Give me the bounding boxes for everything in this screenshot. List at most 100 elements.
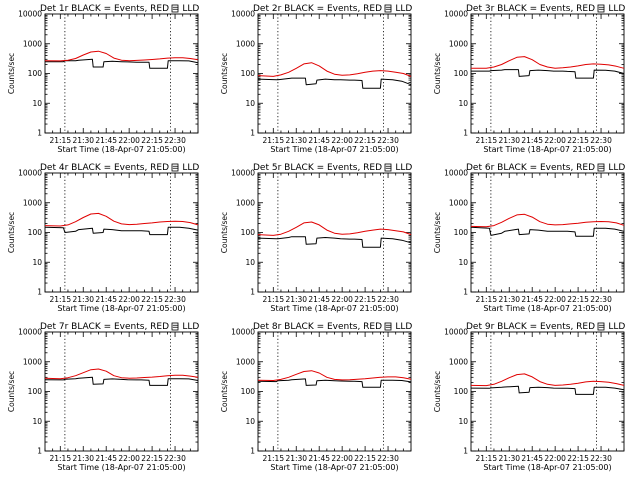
x-axis-label: Start Time (18-Apr-07 21:05:00) — [483, 145, 611, 154]
x-tick-label: 22:30 — [164, 295, 186, 304]
marker-box — [597, 163, 605, 172]
y-tick-label: 10 — [32, 99, 42, 108]
marker-box — [597, 322, 605, 331]
x-tick-label: 21:45 — [95, 295, 117, 304]
plot-frame — [257, 172, 412, 293]
chart-title: Det 8r BLACK = Events, RED = LLD — [253, 322, 412, 332]
x-tick-label: 21:45 — [308, 295, 330, 304]
x-tick-label: 22:15 — [567, 454, 589, 463]
x-tick-label: 22:00 — [331, 295, 353, 304]
y-tick-label: 1000 — [449, 357, 468, 366]
series-line-events — [470, 226, 625, 237]
chart-panel-5: Det 5r BLACK = Events, RED = LLD 1 10 100 10… — [220, 163, 412, 313]
series-line-events — [44, 376, 199, 386]
x-tick-label: 21:30 — [285, 454, 307, 463]
y-tick-label: 1000 — [449, 39, 468, 48]
y-axis-label: Counts/sec — [220, 53, 229, 94]
series-line-events — [257, 236, 412, 248]
x-tick-label: 22:30 — [590, 136, 612, 145]
y-tick-label: 1 — [37, 447, 42, 456]
plot-frame — [44, 331, 199, 452]
plot-frame — [257, 13, 412, 134]
y-tick-label: 100 — [454, 69, 469, 78]
chart-title: Det 6r BLACK = Events, RED = LLD — [466, 163, 625, 173]
y-tick-label: 10 — [245, 258, 255, 267]
y-axis-label: Counts/sec — [7, 212, 16, 253]
x-tick-label: 22:30 — [164, 136, 186, 145]
x-axis-label: Start Time (18-Apr-07 21:05:00) — [270, 463, 398, 472]
y-tick-label: 1000 — [23, 357, 42, 366]
y-tick-label: 1 — [463, 288, 468, 297]
marker-box — [384, 4, 392, 13]
y-tick-label: 100 — [28, 228, 43, 237]
x-tick-label: 22:30 — [377, 295, 399, 304]
chart-title: Det 2r BLACK = Events, RED = LLD — [253, 4, 412, 14]
y-axis-label: Counts/sec — [220, 212, 229, 253]
x-tick-label: 22:00 — [118, 295, 140, 304]
x-tick-label: 21:30 — [72, 295, 94, 304]
chart-panel-7: Det 7r BLACK = Events, RED = LLD 1 10 100 10… — [7, 322, 199, 472]
plot-frame — [470, 13, 625, 134]
chart-title: Det 9r BLACK = Events, RED = LLD — [466, 322, 625, 332]
y-axis-label: Counts/sec — [220, 371, 229, 412]
plot-frame — [470, 172, 625, 293]
y-tick-label: 1 — [250, 129, 255, 138]
x-tick-label: 22:00 — [544, 454, 566, 463]
x-axis-label: Start Time (18-Apr-07 21:05:00) — [483, 463, 611, 472]
marker-box — [384, 322, 392, 331]
x-tick-label: 22:15 — [354, 454, 376, 463]
y-tick-label: 10000 — [18, 169, 42, 178]
y-axis-label: Counts/sec — [433, 212, 442, 253]
y-axis-label: Counts/sec — [433, 53, 442, 94]
x-tick-label: 21:15 — [49, 136, 71, 145]
x-tick-label: 22:00 — [331, 136, 353, 145]
x-tick-label: 22:30 — [590, 295, 612, 304]
y-tick-label: 1000 — [236, 357, 255, 366]
y-tick-label: 10 — [245, 417, 255, 426]
marker-box — [597, 4, 605, 13]
y-axis-label: Counts/sec — [7, 371, 16, 412]
chart-title: Det 1r BLACK = Events, RED = LLD — [40, 4, 199, 14]
y-tick-label: 10000 — [231, 10, 255, 19]
x-tick-label: 22:15 — [141, 136, 163, 145]
x-axis-label: Start Time (18-Apr-07 21:05:00) — [57, 304, 185, 313]
chart-panel-3: Det 3r BLACK = Events, RED = LLD 1 10 100 10… — [433, 4, 625, 154]
chart-title: Det 7r BLACK = Events, RED = LLD — [40, 322, 199, 332]
y-tick-label: 1 — [250, 288, 255, 297]
x-tick-label: 21:15 — [262, 136, 284, 145]
y-tick-label: 1 — [37, 288, 42, 297]
x-tick-label: 21:30 — [498, 295, 520, 304]
x-tick-label: 21:15 — [262, 454, 284, 463]
x-tick-label: 22:30 — [164, 454, 186, 463]
x-tick-label: 22:15 — [354, 136, 376, 145]
x-tick-label: 21:45 — [521, 454, 543, 463]
x-tick-label: 21:15 — [262, 295, 284, 304]
x-tick-label: 21:15 — [49, 454, 71, 463]
y-tick-label: 1000 — [23, 198, 42, 207]
y-tick-label: 1 — [463, 447, 468, 456]
series-line-lld — [471, 56, 625, 69]
marker-box — [384, 163, 392, 172]
x-tick-label: 22:00 — [544, 295, 566, 304]
x-tick-label: 22:15 — [567, 295, 589, 304]
y-tick-label: 1000 — [449, 198, 468, 207]
x-tick-label: 21:45 — [95, 136, 117, 145]
x-axis-label: Start Time (18-Apr-07 21:05:00) — [483, 304, 611, 313]
y-tick-label: 10000 — [444, 169, 468, 178]
y-tick-label: 1000 — [23, 39, 42, 48]
y-tick-label: 10000 — [231, 328, 255, 337]
series-line-lld — [257, 370, 412, 381]
marker-box — [171, 322, 179, 331]
x-tick-label: 22:30 — [377, 136, 399, 145]
series-line-lld — [257, 221, 412, 236]
y-tick-label: 1 — [37, 129, 42, 138]
x-tick-label: 22:00 — [118, 136, 140, 145]
series-line-events — [257, 378, 412, 388]
series-line-lld — [470, 213, 625, 228]
chart-panel-1: Det 1r BLACK = Events, RED = LLD 1 10 100 10… — [7, 4, 199, 154]
x-tick-label: 21:15 — [475, 136, 497, 145]
y-tick-label: 100 — [454, 228, 469, 237]
x-tick-label: 21:45 — [95, 454, 117, 463]
y-tick-label: 10000 — [444, 328, 468, 337]
